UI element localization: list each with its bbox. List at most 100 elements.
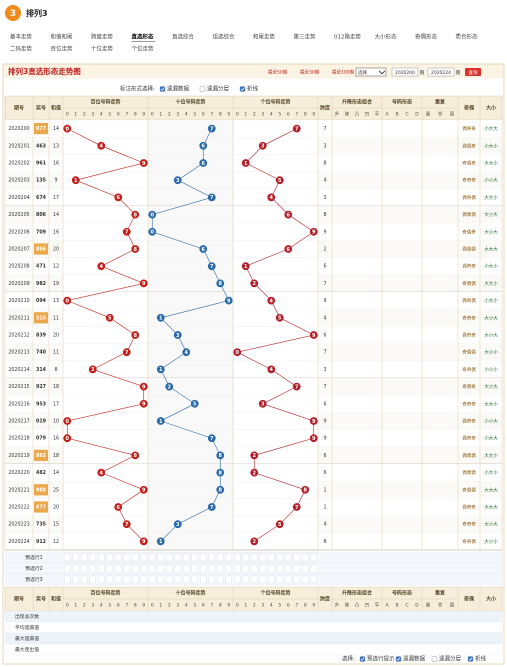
preselect-cell[interactable] — [72, 575, 79, 584]
preselect-cell[interactable] — [132, 564, 139, 573]
preselect-cell[interactable] — [174, 553, 181, 562]
checkbox[interactable] — [395, 656, 402, 662]
nav-tab[interactable]: 百位走势 — [51, 45, 74, 53]
checkbox[interactable] — [239, 86, 246, 92]
preselect-cell[interactable] — [234, 553, 241, 562]
nav-tab[interactable]: 基本走势 — [10, 33, 33, 41]
preselect-cell[interactable] — [115, 575, 122, 584]
preselect-cell[interactable] — [81, 564, 88, 573]
nav-tab[interactable]: 组选综合 — [213, 33, 236, 41]
preselect-cell[interactable] — [89, 575, 96, 584]
nav-tab[interactable]: 和值和尾 — [51, 33, 74, 41]
nav-tab[interactable]: 二码走势 — [10, 45, 33, 53]
preselect-cell[interactable] — [234, 575, 241, 584]
preselect-cell[interactable] — [157, 575, 164, 584]
preselect-cell[interactable] — [200, 553, 207, 562]
preselect-cell[interactable] — [149, 575, 156, 584]
preselect-cell[interactable] — [208, 564, 215, 573]
preselect-cell[interactable] — [140, 575, 147, 584]
preselect-cell[interactable] — [166, 553, 173, 562]
preselect-cell[interactable] — [106, 553, 113, 562]
preselect-cell[interactable] — [64, 575, 71, 584]
query-button-text[interactable]: 查询 — [469, 69, 478, 76]
preselect-cell[interactable] — [276, 575, 283, 584]
checkbox[interactable] — [199, 86, 206, 92]
preselect-cell[interactable] — [251, 575, 258, 584]
nav-tab[interactable]: 和尾走势 — [253, 33, 276, 41]
preselect-cell[interactable] — [81, 575, 88, 584]
preselect-cell[interactable] — [174, 564, 181, 573]
nav-tab[interactable]: 质合形态 — [456, 33, 479, 41]
preselect-cell[interactable] — [200, 564, 207, 573]
nav-tab[interactable]: 大小形态 — [375, 33, 398, 41]
footer-option[interactable]: 遗漏数据 — [403, 655, 426, 663]
preselect-cell[interactable] — [64, 553, 71, 562]
preselect-cell[interactable] — [157, 564, 164, 573]
quick-link[interactable]: 最近30期 — [300, 69, 320, 76]
preselect-cell[interactable] — [208, 575, 215, 584]
preselect-cell[interactable] — [106, 575, 113, 584]
preselect-cell[interactable] — [98, 553, 105, 562]
preselect-cell[interactable] — [310, 564, 317, 573]
preselect-cell[interactable] — [191, 564, 198, 573]
preselect-cell[interactable] — [123, 575, 130, 584]
preselect-cell[interactable] — [293, 575, 300, 584]
preselect-cell[interactable] — [259, 575, 266, 584]
preselect-cell[interactable] — [89, 564, 96, 573]
nav-tab[interactable]: 跨度走势 — [91, 33, 114, 41]
footer-option[interactable]: 折线 — [475, 655, 487, 663]
preselect-cell[interactable] — [191, 553, 198, 562]
preselect-cell[interactable] — [259, 553, 266, 562]
preselect-cell[interactable] — [89, 553, 96, 562]
preselect-cell[interactable] — [191, 575, 198, 584]
nav-tab[interactable]: 奇偶形态 — [415, 33, 438, 41]
preselect-cell[interactable] — [81, 553, 88, 562]
preselect-cell[interactable] — [166, 564, 173, 573]
preselect-cell[interactable] — [276, 564, 283, 573]
preselect-cell[interactable] — [225, 564, 232, 573]
checkbox[interactable] — [159, 86, 166, 92]
preselect-cell[interactable] — [174, 575, 181, 584]
preselect-cell[interactable] — [310, 575, 317, 584]
preselect-cell[interactable] — [64, 564, 71, 573]
preselect-cell[interactable] — [293, 553, 300, 562]
preselect-cell[interactable] — [234, 564, 241, 573]
preselect-cell[interactable] — [123, 553, 130, 562]
checkbox[interactable] — [359, 656, 366, 662]
option-text[interactable]: 遗漏数据 — [167, 85, 190, 93]
preselect-cell[interactable] — [285, 575, 292, 584]
preselect-cell[interactable] — [302, 553, 309, 562]
nav-tab[interactable]: 直选形态 — [132, 33, 155, 41]
preselect-cell[interactable] — [285, 553, 292, 562]
nav-tab[interactable]: 个位走势 — [132, 45, 155, 53]
nav-tab[interactable]: 直选综合 — [172, 33, 195, 41]
checkbox[interactable] — [467, 656, 474, 662]
nav-tab[interactable]: 第三走势 — [294, 33, 317, 41]
checkbox[interactable] — [431, 656, 438, 662]
preselect-cell[interactable] — [276, 553, 283, 562]
preselect-cell[interactable] — [242, 575, 249, 584]
option-text[interactable]: 遗漏分层 — [207, 85, 230, 93]
preselect-cell[interactable] — [106, 564, 113, 573]
select-box[interactable] — [355, 67, 387, 77]
preselect-cell[interactable] — [115, 564, 122, 573]
preselect-cell[interactable] — [123, 564, 130, 573]
preselect-cell[interactable] — [132, 575, 139, 584]
preselect-cell[interactable] — [115, 553, 122, 562]
preselect-cell[interactable] — [251, 553, 258, 562]
preselect-cell[interactable] — [72, 564, 79, 573]
preselect-cell[interactable] — [225, 553, 232, 562]
quick-link[interactable]: 最近100期 — [332, 69, 355, 76]
preselect-cell[interactable] — [157, 553, 164, 562]
preselect-cell[interactable] — [310, 553, 317, 562]
footer-option[interactable]: 遗漏分层 — [439, 655, 462, 663]
preselect-cell[interactable] — [217, 575, 224, 584]
option-text[interactable]: 折线 — [247, 85, 259, 93]
preselect-cell[interactable] — [268, 553, 275, 562]
preselect-cell[interactable] — [251, 564, 258, 573]
preselect-cell[interactable] — [268, 575, 275, 584]
preselect-cell[interactable] — [217, 564, 224, 573]
query-button[interactable] — [465, 68, 481, 76]
preselect-cell[interactable] — [98, 575, 105, 584]
preselect-cell[interactable] — [149, 564, 156, 573]
